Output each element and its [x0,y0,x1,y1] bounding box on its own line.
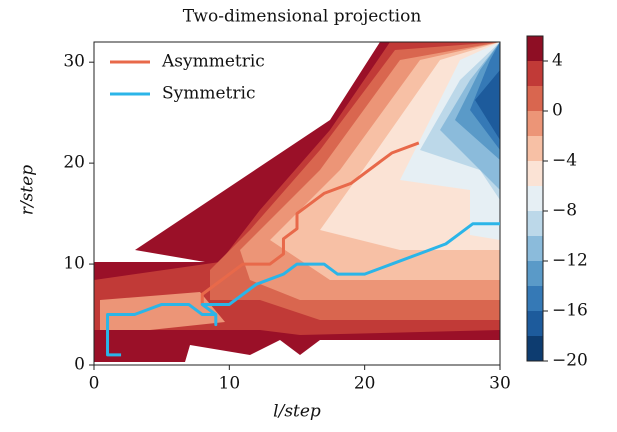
y-tick-label: 0 [74,355,85,375]
y-tick-label: 30 [63,52,85,72]
x-tick-label: 0 [89,374,100,394]
colorbar-tick-label: −16 [552,301,588,321]
colorbar-frame [526,35,544,362]
colorbar-band [527,261,543,286]
colorbar-band [527,211,543,236]
chart-title: Two-dimensional projection [183,7,422,27]
colorbar-tick-label: 0 [552,101,563,121]
contour-band [100,292,225,330]
x-axis-label: l/step [273,402,321,422]
contour-band [475,70,500,140]
colorbar-tick-label: −8 [552,201,577,221]
colorbar-band [527,186,543,211]
colorbar-band [527,136,543,161]
colorbar-band [527,336,543,361]
colorbar-band [527,161,543,186]
y-tick-label: 20 [63,153,85,173]
contour-fill [94,42,500,362]
colorbar-tick-label: −12 [552,251,588,271]
colorbar-band [527,111,543,136]
series-line [106,222,500,357]
y-axis-label: r/step [18,165,38,215]
colorbar-tick-label: 4 [552,51,563,71]
x-tick-label: 30 [489,374,511,394]
y-tick-label: 10 [63,254,85,274]
colorbar-band [527,61,543,86]
plot-frame [93,41,501,366]
legend-label: Symmetric [162,84,255,104]
colorbar-band [527,86,543,111]
series-line [200,141,420,316]
x-tick-label: 10 [219,374,241,394]
legend-label: Asymmetric [161,52,265,72]
colorbar-band [527,236,543,261]
colorbar-band [527,36,543,61]
colorbar-band [527,286,543,311]
x-tick-label: 20 [354,374,376,394]
colorbar-tick-label: −4 [552,151,577,171]
colorbar-band [527,311,543,336]
colorbar-tick-label: −20 [552,351,588,371]
